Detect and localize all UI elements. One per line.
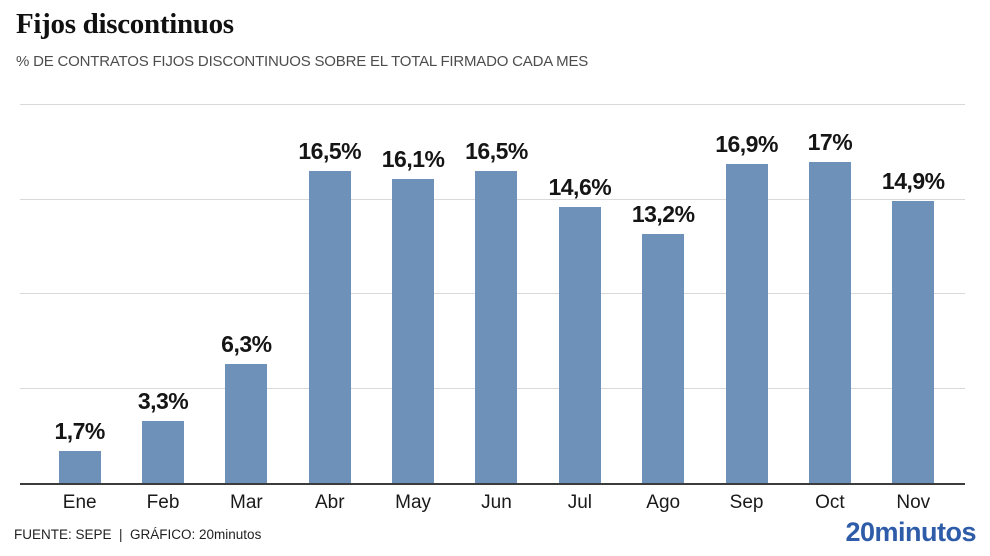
gridline-20pct [20, 104, 965, 105]
bar-value-label: 16,1% [381, 145, 445, 172]
x-axis-label: Oct [815, 492, 845, 513]
bar-slot-abr: 16,5% Abr [288, 105, 371, 513]
bar-slot-sep: 16,9% Sep [705, 105, 788, 513]
bar-value-label: 13,2% [631, 200, 695, 227]
bar [725, 163, 768, 483]
bar-slot-jul: 14,6% Jul [538, 105, 621, 513]
x-axis-label: May [395, 492, 432, 513]
bar [308, 171, 351, 483]
bar-value-label: 14,9% [881, 168, 945, 195]
bar-value-label: 16,5% [298, 138, 362, 165]
chart-title: Fijos discontinuos [16, 8, 234, 40]
bar-slot-feb: 3,3% Feb [121, 105, 204, 513]
x-axis-label: Jul [567, 492, 592, 513]
bar [558, 207, 601, 483]
x-axis-label: Feb [146, 492, 180, 513]
bars-row: 1,7% Ene 3,3% Feb 6,3% Mar 16,5% Abr 16,1% May 16,… [38, 105, 955, 513]
bar [892, 201, 935, 483]
bar-value-label: 14,6% [548, 174, 612, 201]
x-axis-label: Ago [646, 492, 681, 513]
bar-value-label: 16,9% [715, 130, 778, 157]
bar-slot-nov: 14,9% Nov [872, 105, 955, 513]
bar-slot-jun: 16,5% Jun [455, 105, 538, 513]
bar [808, 161, 851, 483]
bar-slot-may: 16,1% May [371, 105, 454, 513]
bar-slot-ene: 1,7% Ene [38, 105, 121, 513]
bar [58, 450, 101, 483]
bar [225, 363, 268, 483]
x-axis-label: Nov [896, 492, 931, 513]
x-axis-label: Abr [314, 492, 345, 513]
bar-value-label: 16,5% [465, 138, 528, 165]
bar-value-label: 6,3% [221, 330, 272, 357]
bar-slot-ago: 13,2% Ago [622, 105, 705, 513]
bar-value-label: 3,3% [137, 387, 189, 414]
bar [475, 171, 518, 483]
source-credit: FUENTE: SEPE | GRÁFICO: 20minutos [14, 527, 262, 542]
chart-subtitle: % DE CONTRATOS FIJOS DISCONTINUOS SOBRE … [16, 53, 589, 70]
x-axis-label: Jun [481, 492, 512, 513]
x-axis-label: Sep [729, 492, 764, 513]
x-axis-label: Mar [230, 492, 263, 513]
brand-logo: 20minutos [845, 517, 976, 547]
bar [142, 420, 185, 483]
bar-value-label: 1,7% [54, 417, 105, 444]
plot-area: 1,7% Ene 3,3% Feb 6,3% Mar 16,5% Abr 16,1% May 16,… [20, 104, 965, 513]
bar-slot-oct: 17% Oct [788, 105, 871, 513]
bar-value-label: 17% [807, 128, 853, 155]
bar [642, 233, 685, 483]
x-axis-label: Ene [62, 492, 97, 513]
bar-slot-mar: 6,3% Mar [205, 105, 288, 513]
bar [392, 178, 435, 483]
